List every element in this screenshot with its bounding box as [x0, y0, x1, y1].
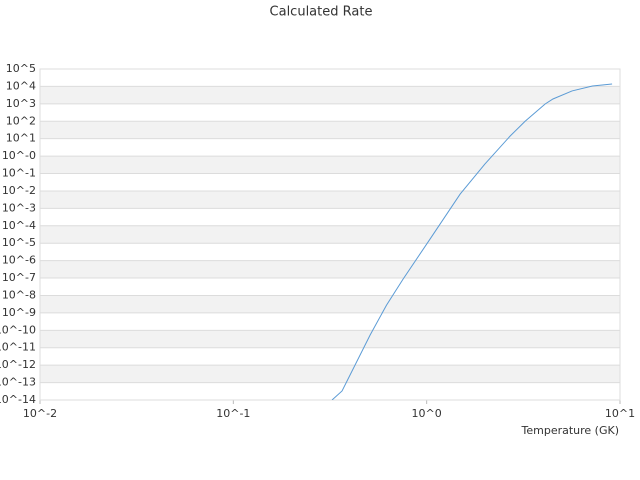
y-tick-label: 10^3: [6, 97, 36, 110]
y-tick-label: 10^-8: [2, 288, 36, 301]
grid-band: [40, 86, 620, 104]
y-tick-label: 10^-13: [0, 376, 36, 389]
y-tick-label: 10^-0: [2, 149, 36, 162]
grid-band: [40, 260, 620, 279]
grid-band: [40, 295, 620, 313]
grid-band: [40, 156, 620, 174]
y-tick-label: 10^-7: [2, 271, 36, 284]
x-tick-label: 10^-1: [216, 407, 250, 420]
grid-band: [40, 330, 620, 348]
y-tick-label: 10^-4: [2, 219, 36, 232]
x-axis-label: Temperature (GK): [521, 424, 620, 437]
y-tick-label: 10^-10: [0, 323, 36, 336]
x-tick-label: 10^-2: [23, 407, 57, 420]
x-tick-label: 10^0: [412, 407, 442, 420]
grid-band: [40, 190, 620, 209]
y-tick-label: 10^-1: [2, 167, 36, 180]
y-tick-label: 10^-9: [2, 306, 36, 319]
y-tick-label: 10^-12: [0, 358, 36, 371]
y-tick-label: 10^-5: [2, 236, 36, 249]
y-tick-label: 10^-11: [0, 341, 36, 354]
grid-band: [40, 365, 620, 383]
y-tick-label: 10^-6: [2, 254, 36, 267]
y-tick-label: 10^4: [6, 79, 36, 92]
y-tick-label: 10^-14: [0, 393, 36, 406]
y-tick-label: 10^1: [6, 132, 36, 145]
y-tick-label: 10^5: [6, 62, 36, 75]
chart-title: Calculated Rate: [270, 5, 373, 20]
grid-band: [40, 121, 620, 139]
grid-band: [40, 225, 620, 244]
bands: [40, 86, 620, 383]
y-tick-label: 10^2: [6, 114, 36, 127]
plot-frame: [39, 68, 621, 401]
y-tick-label: 10^-2: [2, 184, 36, 197]
y-tick-label: 10^-3: [2, 201, 36, 214]
data-line: [331, 83, 613, 400]
x-tick-label: 10^1: [605, 407, 635, 420]
